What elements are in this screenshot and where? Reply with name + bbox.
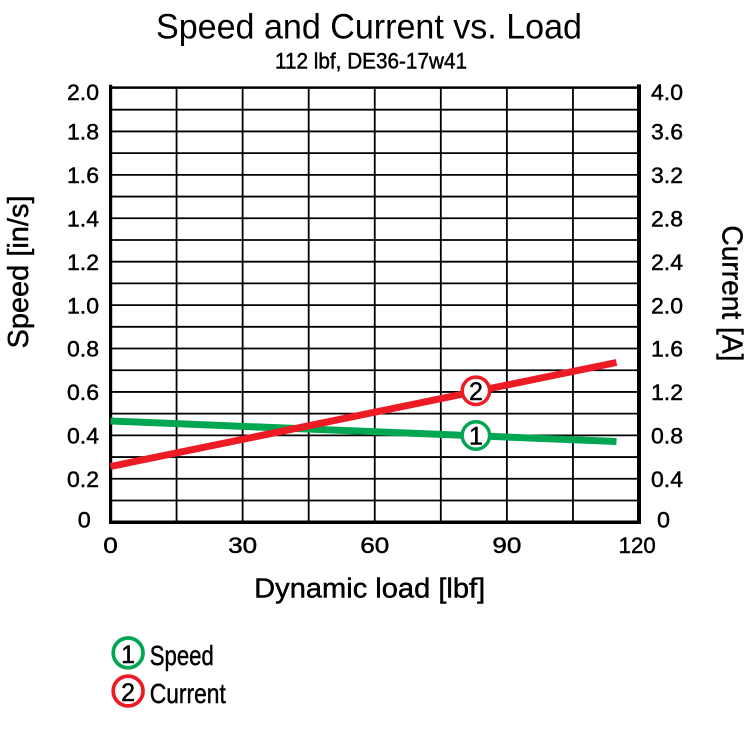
svg-text:1: 1	[121, 641, 135, 669]
svg-text:30: 30	[228, 533, 257, 558]
svg-text:3.6: 3.6	[651, 120, 683, 145]
svg-text:1.4: 1.4	[67, 207, 99, 232]
svg-text:2: 2	[469, 378, 483, 406]
svg-text:1.0: 1.0	[67, 293, 99, 318]
svg-text:Speed: Speed	[150, 640, 214, 671]
svg-text:2.0: 2.0	[651, 293, 683, 318]
svg-text:1: 1	[469, 422, 483, 450]
svg-text:2.8: 2.8	[651, 207, 683, 232]
svg-text:1.6: 1.6	[651, 337, 683, 362]
svg-text:90: 90	[492, 533, 521, 558]
svg-text:1.8: 1.8	[67, 120, 99, 145]
svg-text:0: 0	[103, 533, 118, 558]
svg-text:4.0: 4.0	[651, 80, 683, 105]
svg-text:0.6: 0.6	[67, 380, 99, 405]
svg-text:0: 0	[657, 508, 670, 533]
svg-text:2.4: 2.4	[651, 250, 683, 275]
svg-text:1.6: 1.6	[67, 163, 99, 188]
svg-text:3.2: 3.2	[651, 163, 683, 188]
svg-text:Dynamic load [lbf]: Dynamic load [lbf]	[254, 573, 485, 604]
svg-text:0.2: 0.2	[67, 467, 99, 492]
svg-text:0.8: 0.8	[651, 424, 683, 449]
svg-text:Speed and Current vs. Load: Speed and Current vs. Load	[156, 7, 582, 46]
svg-text:Current: Current	[150, 678, 226, 709]
svg-text:0.4: 0.4	[651, 467, 683, 492]
svg-text:2: 2	[121, 679, 135, 707]
svg-text:1.2: 1.2	[651, 380, 683, 405]
svg-text:0.4: 0.4	[67, 424, 99, 449]
svg-text:112 lbf, DE36-17w41: 112 lbf, DE36-17w41	[275, 48, 467, 73]
svg-text:2.0: 2.0	[67, 80, 99, 105]
svg-text:1.2: 1.2	[67, 250, 99, 275]
svg-text:Current [A]: Current [A]	[715, 225, 747, 361]
svg-text:Speed [in/s]: Speed [in/s]	[3, 196, 35, 349]
svg-text:0: 0	[78, 508, 91, 533]
svg-text:0.8: 0.8	[67, 337, 99, 362]
svg-text:120: 120	[619, 533, 656, 558]
svg-text:60: 60	[360, 533, 389, 558]
